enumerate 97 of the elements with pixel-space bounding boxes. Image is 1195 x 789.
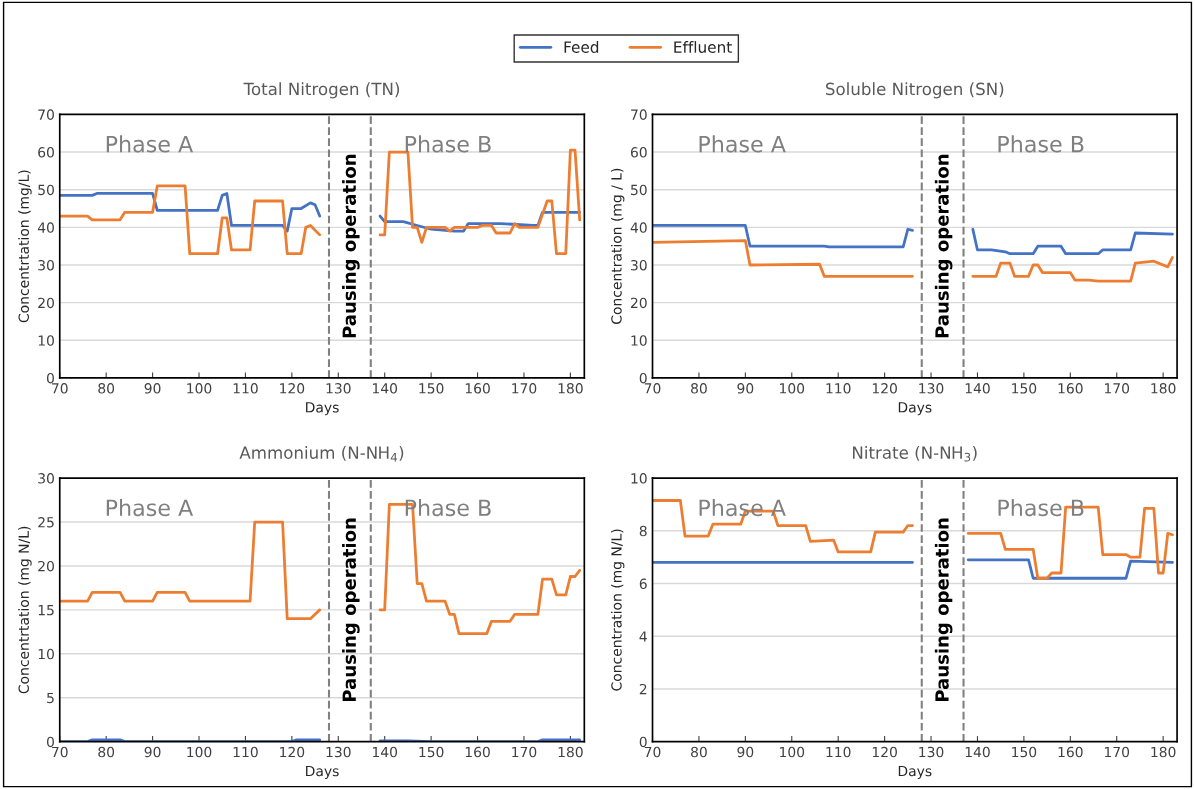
y-axis-title: Concentration (mg N/L) xyxy=(610,529,625,691)
chart-title: Ammonium (N-NH$_{4}$) xyxy=(239,446,404,462)
x-tick-label: 180 xyxy=(1151,746,1176,758)
x-axis-title: Days xyxy=(898,402,932,416)
y-tick-label: 6 xyxy=(639,578,647,589)
annotation: Pausing operation xyxy=(934,518,953,701)
x-tick-label: 100 xyxy=(187,746,212,758)
x-tick-label: 150 xyxy=(419,746,444,758)
y-tick-label: 70 xyxy=(631,109,647,120)
y-tick-label: 50 xyxy=(631,184,647,196)
x-tick-label: 180 xyxy=(558,383,583,394)
annotation: Pausing operation xyxy=(342,154,360,338)
y-tick-label: 20 xyxy=(630,297,647,309)
x-tick-label: 140 xyxy=(965,383,990,394)
y-tick-label: 0 xyxy=(46,372,54,384)
y-tick-label: 50 xyxy=(38,184,54,196)
x-tick-label: 170 xyxy=(512,383,537,394)
annotation: Phase B xyxy=(405,135,491,153)
x-tick-label: 120 xyxy=(280,746,305,758)
x-tick-label: 140 xyxy=(372,383,398,394)
y-tick-label: 60 xyxy=(38,147,54,158)
y-tick-label: 40 xyxy=(630,222,647,233)
x-tick-label: 170 xyxy=(1105,383,1130,394)
x-tick-label: 130 xyxy=(919,746,944,758)
y-tick-label: 15 xyxy=(38,605,54,616)
x-tick-label: 140 xyxy=(965,746,990,758)
x-tick-label: 80 xyxy=(691,383,707,394)
x-tick-label: 180 xyxy=(1151,383,1176,394)
x-tick-label: 130 xyxy=(326,746,351,758)
y-tick-label: 10 xyxy=(631,473,647,484)
x-axis-title: Days xyxy=(306,402,339,416)
x-tick-label: 110 xyxy=(826,746,851,758)
legend-label: Feed xyxy=(564,41,599,53)
x-tick-label: 90 xyxy=(737,746,754,758)
y-tick-label: 20 xyxy=(38,560,54,572)
annotation: Pausing operation xyxy=(342,518,360,701)
x-tick-label: 160 xyxy=(465,746,490,758)
chart-title: Soluble Nitrogen (SN) xyxy=(826,82,1004,99)
y-tick-label: 8 xyxy=(639,525,647,537)
x-tick-label: 160 xyxy=(1058,746,1083,758)
annotation: Pausing operation xyxy=(934,154,953,338)
x-tick-label: 100 xyxy=(780,383,805,394)
chart-title: Total Nitrogen (TN) xyxy=(243,82,400,99)
y-tick-label: 20 xyxy=(38,297,54,309)
y-tick-label: 0 xyxy=(639,372,647,384)
y-tick-label: 30 xyxy=(631,259,647,271)
x-tick-label: 120 xyxy=(872,746,897,758)
x-axis-title: Days xyxy=(898,765,932,779)
y-axis-title: Concentrtation (mg/L) xyxy=(18,170,32,323)
y-tick-label: 40 xyxy=(37,222,54,233)
annotation: Phase A xyxy=(106,498,194,517)
x-tick-label: 180 xyxy=(558,746,583,758)
x-tick-label: 90 xyxy=(144,746,161,758)
y-tick-label: 0 xyxy=(46,736,54,748)
x-tick-label: 150 xyxy=(1012,746,1037,758)
chart-title: Nitrate (N-NH$_{3}$) xyxy=(853,446,977,462)
x-tick-label: 90 xyxy=(737,383,754,394)
x-tick-label: 120 xyxy=(280,383,305,394)
y-tick-label: 30 xyxy=(38,473,54,484)
annotation: Phase B xyxy=(998,135,1084,153)
annotation: Phase A xyxy=(699,135,786,153)
y-tick-label: 25 xyxy=(38,517,54,528)
y-tick-label: 5 xyxy=(47,692,54,704)
x-tick-label: 80 xyxy=(98,383,115,394)
y-tick-label: 2 xyxy=(639,683,647,695)
y-axis-title: Concentration (mg / L) xyxy=(610,168,625,324)
x-axis-title: Days xyxy=(306,765,339,779)
y-tick-label: 0 xyxy=(639,736,647,748)
x-tick-label: 110 xyxy=(233,383,258,394)
y-tick-label: 70 xyxy=(38,109,54,120)
x-tick-label: 130 xyxy=(326,383,351,394)
annotation: Phase A xyxy=(106,135,194,153)
annotation: Phase A xyxy=(699,498,786,517)
x-tick-label: 160 xyxy=(465,383,490,394)
x-tick-label: 160 xyxy=(1058,383,1083,394)
x-tick-label: 120 xyxy=(872,383,897,394)
x-tick-label: 110 xyxy=(826,383,851,394)
y-tick-label: 10 xyxy=(631,335,647,346)
x-tick-label: 100 xyxy=(187,383,212,394)
y-axis-title: Concentrtation (mg N/L) xyxy=(18,526,32,694)
x-tick-label: 170 xyxy=(512,746,537,758)
x-tick-label: 130 xyxy=(919,383,944,394)
y-tick-label: 10 xyxy=(38,335,54,346)
y-tick-label: 10 xyxy=(38,648,54,660)
x-tick-label: 150 xyxy=(419,383,444,394)
y-tick-label: 4 xyxy=(639,631,647,642)
x-tick-label: 90 xyxy=(144,383,161,394)
x-tick-label: 80 xyxy=(98,746,115,758)
y-tick-label: 30 xyxy=(38,259,54,271)
x-tick-label: 170 xyxy=(1105,746,1130,758)
x-tick-label: 80 xyxy=(691,746,707,758)
x-tick-label: 110 xyxy=(233,746,258,758)
y-tick-label: 60 xyxy=(630,147,647,158)
x-tick-label: 150 xyxy=(1012,383,1037,394)
legend-label: Effluent xyxy=(674,41,732,53)
x-tick-label: 140 xyxy=(372,746,398,758)
x-tick-label: 100 xyxy=(780,746,805,758)
